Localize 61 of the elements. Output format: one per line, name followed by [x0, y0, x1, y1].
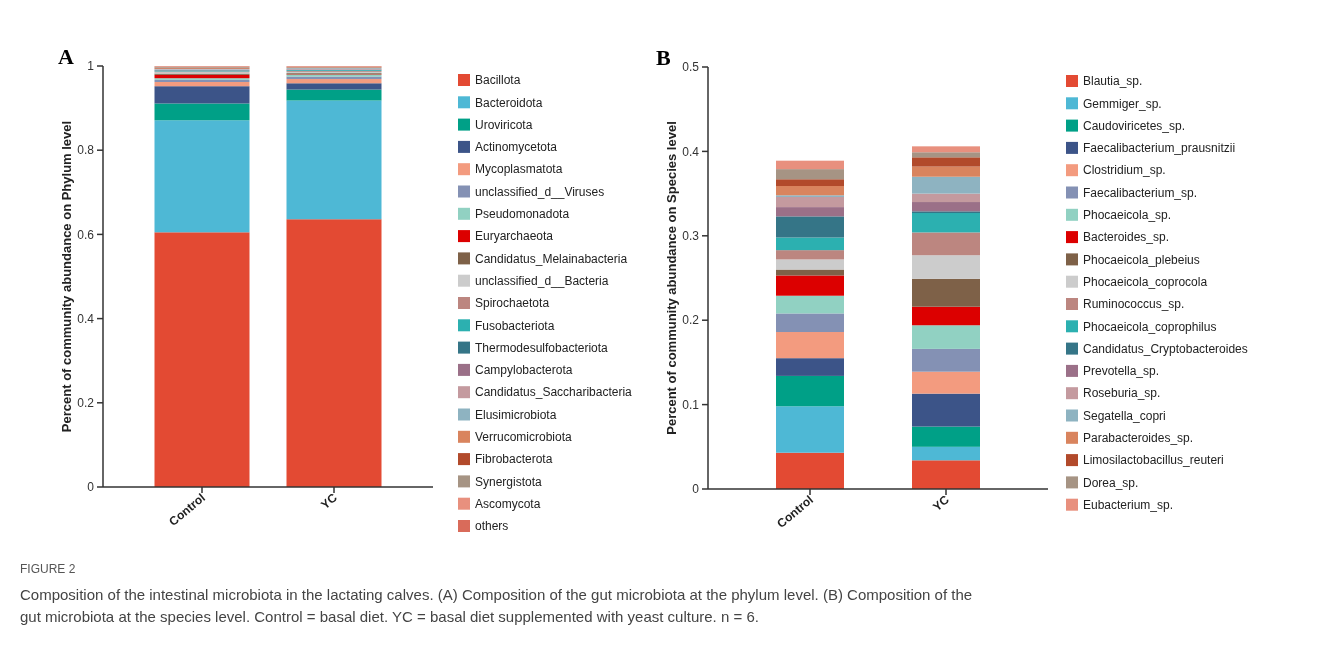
- legend-label: Eubacterium_sp.: [1083, 497, 1174, 512]
- y-tick-label: 1: [87, 59, 95, 74]
- legend-label: Phocaeicola_sp.: [1083, 208, 1172, 222]
- legend-label: Prevotella_sp.: [1083, 364, 1160, 379]
- legend-label: Ascomycota: [475, 496, 541, 511]
- legend-label: Candidatus_Melainabacteria: [475, 251, 628, 266]
- y-tick-label: 0.2: [77, 396, 95, 410]
- legend-label: Segatella_copri: [1083, 408, 1166, 423]
- legend-label: Blautia_sp.: [1083, 74, 1143, 89]
- legend-label: Elusimicrobiota: [475, 407, 557, 422]
- legend-label: Uroviricota: [475, 117, 533, 132]
- chart-title: B: [656, 45, 671, 70]
- x-tick-label: YC: [930, 492, 953, 515]
- legend-label: Spirochaetota: [475, 296, 550, 311]
- y-tick-label: 0: [692, 482, 700, 497]
- legend-label: Bacteroidota: [475, 95, 543, 110]
- legend-label: Candidatus_Saccharibacteria: [475, 385, 633, 400]
- legend-label: Caudoviricetes_sp.: [1083, 118, 1186, 133]
- legend-label: Phocaeicola_coprocola: [1083, 274, 1208, 289]
- y-tick-label: 0.2: [682, 313, 700, 328]
- legend-label: unclassified_d__Bacteria: [475, 273, 609, 288]
- legend-label: Parabacteroides_sp.: [1083, 431, 1194, 445]
- legend-label: Bacteroides_sp.: [1083, 230, 1170, 245]
- y-tick-label: 0.4: [77, 311, 95, 326]
- legend-label: unclassified_d__Viruses: [475, 184, 605, 199]
- legend-label: Fibrobacterota: [475, 452, 553, 467]
- y-axis-title: Percent of community abundance on Phylum level: [59, 120, 74, 433]
- y-axis-title: Percent of community abundance on Species level: [664, 121, 679, 435]
- legend-label: Mycoplasmatota: [475, 162, 563, 177]
- legend-label: Limosilactobacillus_reuteri: [1083, 453, 1224, 468]
- legend-label: Euryarchaeota: [475, 229, 554, 244]
- legend-label: Synergistota: [475, 474, 543, 489]
- legend-label: Phocaeicola_plebeius: [1083, 252, 1200, 267]
- legend-label: Campylobacterota: [475, 363, 573, 378]
- legend-label: Faecalibacterium_prausnitzii: [1083, 141, 1236, 156]
- y-tick-label: 0: [87, 480, 95, 495]
- y-tick-label: 0.6: [77, 227, 95, 242]
- legend-label: Roseburia_sp.: [1083, 386, 1161, 401]
- legend-label: Dorea_sp.: [1083, 475, 1139, 490]
- legend-label: Candidatus_Cryptobacteroides: [1083, 341, 1248, 356]
- legend-label: Pseudomonadota: [475, 207, 570, 221]
- legend-label: Phocaeicola_coprophilus: [1083, 319, 1217, 334]
- legend-label: Fusobacteriota: [475, 318, 555, 333]
- legend-label: Bacillota: [475, 73, 521, 88]
- legend-label: Faecalibacterium_sp.: [1083, 185, 1198, 200]
- legend-label: Actinomycetota: [475, 140, 558, 155]
- x-tick-label: YC: [318, 490, 341, 513]
- y-tick-label: 0.5: [682, 60, 700, 75]
- legend-label: Thermodesulfobacteriota: [475, 340, 609, 355]
- legend-label: Verrucomicrobiota: [475, 430, 573, 444]
- legend-label: Ruminococcus_sp.: [1083, 297, 1185, 312]
- text: Composition of the intestinal microbiota in the lactating calves. (A) Composition of the gut microbiota at the phylum level. (B) Composition of the gut microbiota at the species level. Control = basal diet. YC = basal diet supplemented with yeast culture. n = 6.: [20, 586, 973, 625]
- legend-label: Gemmiger_sp.: [1083, 96, 1162, 111]
- caption: FIGURE 2: [20, 562, 76, 576]
- y-tick-label: 0.4: [682, 144, 700, 159]
- legend-label: Clostridium_sp.: [1083, 163, 1166, 178]
- y-tick-label: 0.3: [682, 229, 700, 243]
- y-tick-label: 0.8: [77, 143, 95, 158]
- y-tick-label: 0.1: [682, 397, 700, 412]
- legend-label: others: [475, 519, 509, 534]
- chart-title: A: [58, 44, 74, 69]
